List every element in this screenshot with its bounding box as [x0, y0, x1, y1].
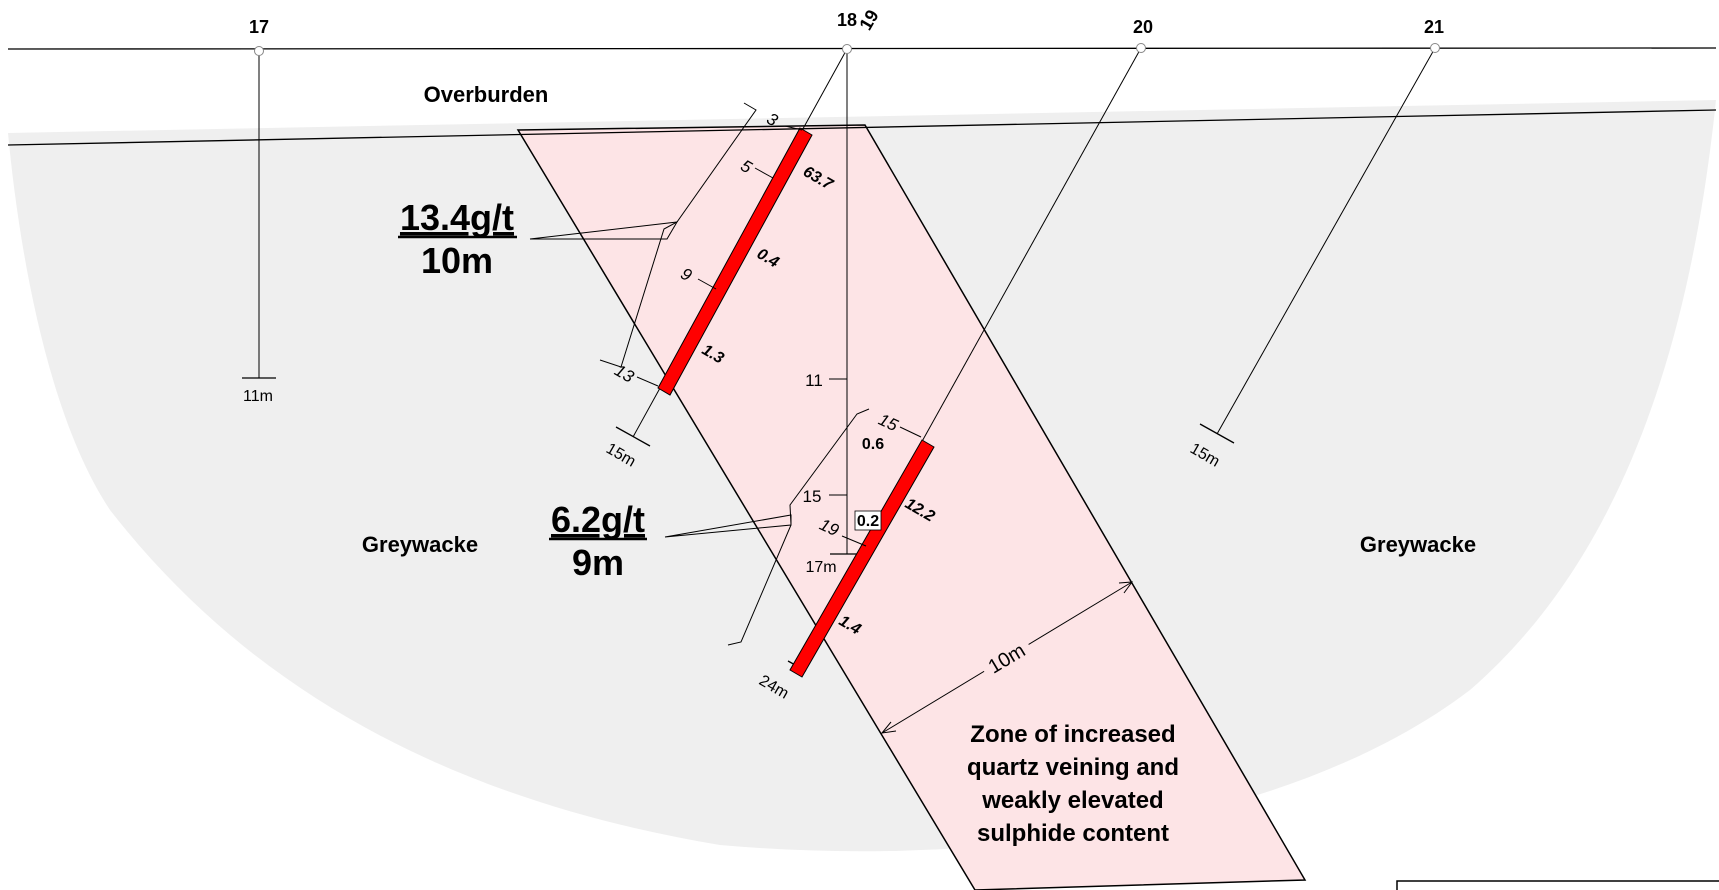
drillhole-21-trace — [1216, 47, 1436, 435]
assay-value: 0.2 — [857, 513, 879, 530]
arrowhead — [1118, 581, 1134, 594]
hole-19-depth-label: 17m — [805, 559, 836, 576]
drillhole-18-end — [615, 426, 651, 447]
depth-tick — [784, 125, 803, 131]
intercept-leader-lower — [664, 514, 792, 538]
intercept-bracket-upper — [599, 102, 757, 368]
hole-20-mineralised-interval — [789, 439, 935, 678]
drillhole-17-collar — [254, 46, 264, 56]
drillhole-20-collar — [1136, 43, 1146, 53]
hole-18-mineralised-interval — [657, 127, 813, 396]
intercept-upper-width: 10m — [421, 240, 493, 281]
hole-18-label: 18 — [837, 10, 857, 30]
depth-tick — [636, 376, 659, 387]
hole-20-label: 20 — [1133, 17, 1153, 37]
drillhole-21-end — [1199, 423, 1235, 444]
assay-value: 0.6 — [862, 436, 884, 453]
depth-tick — [899, 426, 922, 438]
hole-17-depth-label: 11m — [243, 388, 273, 405]
depth-tick — [697, 278, 717, 290]
zone-width-label-bg — [977, 633, 1037, 685]
hole-21-label: 21 — [1424, 17, 1444, 37]
drillhole-18-19-collar — [842, 44, 852, 54]
drillhole-21-collar — [1430, 43, 1440, 53]
zone-label-line-4: sulphide content — [977, 820, 1169, 847]
greywacke-right-label: Greywacke — [1360, 532, 1476, 557]
depth-tick — [754, 167, 774, 179]
intercept-upper-grade: 13.4g/t — [400, 197, 514, 238]
hole-19-label: 19 — [855, 6, 882, 33]
hole-17-label: 17 — [249, 17, 269, 37]
ground-surface-line — [7, 47, 1717, 50]
overburden-base-line — [7, 109, 1717, 146]
intercept-leader-upper — [529, 221, 678, 240]
legend-box — [1396, 880, 1719, 890]
depth-label: 15 — [803, 487, 822, 506]
zone-label-line-2: quartz veining and — [967, 754, 1179, 781]
assay-value-bg — [854, 510, 882, 531]
depth-tick — [841, 535, 867, 547]
zone-label-line-1: Zone of increased — [970, 721, 1175, 748]
depth-label: 11 — [805, 371, 823, 390]
arrowhead — [880, 721, 897, 734]
intercept-lower-width: 9m — [572, 542, 624, 583]
overburden-label: Overburden — [424, 82, 549, 107]
greywacke-left-label: Greywacke — [362, 532, 478, 557]
intercept-lower-grade: 6.2g/t — [551, 499, 645, 540]
zone-label-line-3: weakly elevated — [981, 787, 1163, 814]
